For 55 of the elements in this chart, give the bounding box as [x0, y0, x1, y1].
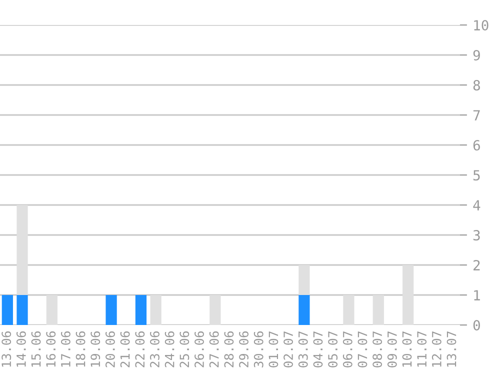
bar	[150, 295, 162, 325]
x-tick-label: 13.06	[2, 331, 12, 367]
x-tick-label: 19.06	[90, 331, 100, 367]
y-tick-label: 10	[474, 20, 488, 31]
x-tick-label: 29.06	[239, 331, 248, 368]
x-tick-label: 21.06	[120, 331, 130, 368]
y-tick-label: 4	[473, 200, 480, 210]
x-tick-label: 03.07	[298, 331, 308, 368]
bar	[46, 295, 58, 325]
x-tick-label: 24.06	[164, 331, 174, 368]
x-tick-label: 18.06	[76, 331, 86, 367]
y-tick-label: 6	[473, 140, 480, 151]
bar	[16, 205, 28, 295]
x-tick-label: 22.06	[135, 331, 145, 368]
bar	[106, 295, 117, 325]
x-tick-label: 04.07	[313, 331, 323, 368]
y-tick-label: 7	[473, 110, 480, 120]
y-tick-label: 5	[473, 170, 480, 181]
y-tick-label: 2	[474, 260, 480, 270]
x-tick-label: 30.06	[254, 331, 264, 368]
x-tick-label: 08.07	[372, 331, 382, 368]
x-tick-label: 11.07	[417, 331, 427, 367]
x-tick-label: 27.06	[209, 331, 219, 368]
x-tick-label: 16.06	[46, 331, 56, 367]
x-tick-label: 12.07	[432, 331, 442, 367]
x-tick-label: 26.06	[194, 331, 204, 368]
x-tick-label: 06.07	[342, 331, 352, 368]
x-tick-label: 15.06	[31, 331, 41, 367]
x-tick-label: 13.07	[446, 331, 456, 367]
y-tick-label: 0	[473, 320, 480, 331]
bar	[16, 295, 28, 325]
x-tick-label: 10.07	[402, 331, 412, 367]
bar	[298, 295, 310, 325]
x-tick-label: 25.06	[180, 331, 190, 368]
y-tick-label: 3	[473, 230, 480, 241]
bar	[372, 295, 384, 325]
x-tick-label: 20.06	[105, 331, 115, 368]
x-tick-label: 09.07	[387, 331, 397, 368]
x-tick-label: 02.07	[284, 331, 294, 368]
x-tick-label: 28.06	[224, 331, 234, 368]
x-tick-label: 23.06	[150, 331, 160, 368]
bar	[402, 265, 414, 325]
bar	[210, 295, 221, 325]
x-tick-label: 17.06	[60, 331, 70, 367]
bar	[343, 295, 354, 325]
x-tick-label: 07.07	[358, 331, 368, 368]
y-tick-label: 8	[473, 80, 480, 91]
y-tick-label: 1	[474, 290, 480, 300]
x-tick-label: 14.06	[16, 331, 26, 367]
x-tick-label: 01.07	[268, 331, 278, 368]
bar	[298, 265, 310, 295]
y-tick-label: 9	[473, 50, 480, 61]
bar	[2, 295, 13, 325]
bar	[135, 295, 147, 325]
x-tick-label: 05.07	[328, 331, 338, 368]
